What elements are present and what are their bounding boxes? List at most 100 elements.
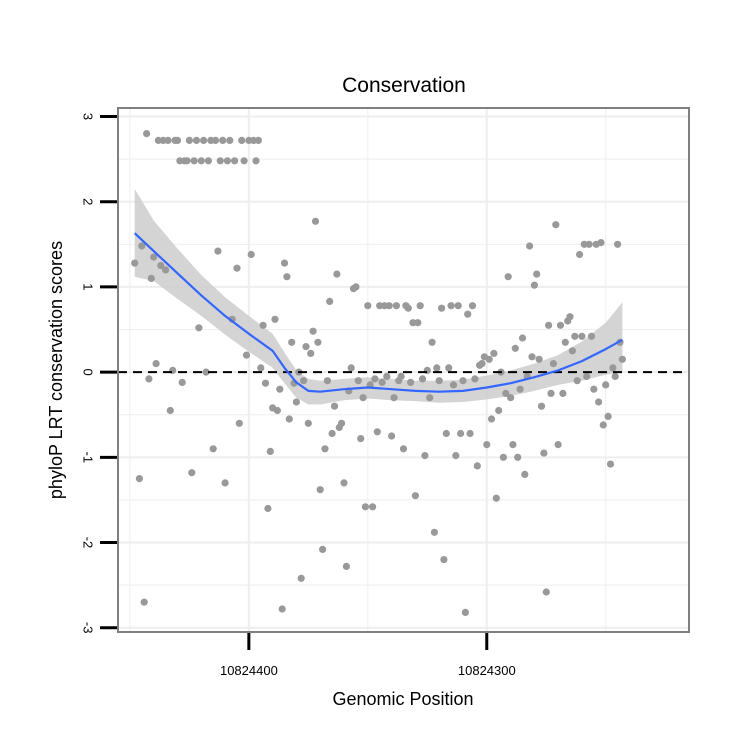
data-point xyxy=(283,273,291,281)
data-point xyxy=(509,441,517,449)
data-point xyxy=(302,343,310,351)
data-point xyxy=(466,429,474,438)
data-point xyxy=(609,364,617,372)
data-point xyxy=(204,157,212,165)
data-point xyxy=(404,304,412,312)
data-point xyxy=(319,545,327,554)
data-point xyxy=(254,136,262,144)
data-point xyxy=(459,377,467,385)
chart-title: Conservation xyxy=(342,74,466,97)
data-point xyxy=(140,598,148,606)
data-point xyxy=(552,221,560,229)
data-point xyxy=(516,385,524,393)
y-tick-label: 1 xyxy=(80,283,95,290)
data-point xyxy=(247,250,255,259)
data-point xyxy=(235,419,243,427)
data-point xyxy=(571,332,579,340)
y-tick-label: 0 xyxy=(80,368,95,375)
data-point xyxy=(414,319,422,327)
plot-layer: -3 -2 -1 0 1 2 3 10824400 10824300 xyxy=(80,107,690,678)
data-point xyxy=(428,338,436,346)
data-point xyxy=(164,136,172,144)
data-point xyxy=(530,281,539,289)
data-point xyxy=(438,304,446,312)
data-point xyxy=(347,364,355,372)
data-point xyxy=(507,394,515,402)
data-point xyxy=(340,479,348,487)
panel-border xyxy=(117,107,690,633)
data-point xyxy=(597,239,605,247)
data-point xyxy=(559,389,567,397)
data-point xyxy=(454,302,462,310)
data-point xyxy=(604,412,612,420)
data-point xyxy=(242,351,251,359)
data-point xyxy=(535,355,543,363)
data-point xyxy=(442,429,450,438)
data-point xyxy=(599,421,607,429)
confidence-band xyxy=(134,188,623,405)
data-point xyxy=(266,447,274,455)
data-point xyxy=(131,259,139,267)
data-point xyxy=(595,398,603,406)
data-point xyxy=(373,428,381,436)
data-point xyxy=(537,402,546,410)
data-point xyxy=(578,332,586,340)
data-point xyxy=(211,136,220,144)
x-tick-label: 10824300 xyxy=(458,663,516,678)
data-point xyxy=(411,492,419,500)
data-point xyxy=(473,462,481,470)
data-point xyxy=(407,378,415,386)
data-point xyxy=(576,250,584,259)
data-point xyxy=(445,364,453,372)
data-point xyxy=(321,445,329,453)
data-point xyxy=(426,394,434,402)
data-point xyxy=(264,504,272,513)
data-point xyxy=(314,338,322,346)
data-point xyxy=(545,321,553,329)
data-point xyxy=(280,259,289,267)
data-point xyxy=(259,321,267,329)
data-point xyxy=(590,385,598,393)
data-point xyxy=(361,503,369,511)
data-point xyxy=(418,375,427,383)
data-point xyxy=(276,385,284,393)
data-point xyxy=(542,588,550,596)
data-point xyxy=(300,377,308,385)
data-point xyxy=(416,302,424,310)
data-point xyxy=(202,368,210,376)
data-point xyxy=(388,432,396,440)
data-point xyxy=(333,270,341,278)
data-point xyxy=(504,273,512,281)
data-point xyxy=(326,297,334,305)
data-point xyxy=(330,402,339,410)
data-point xyxy=(342,562,350,571)
data-point xyxy=(547,389,555,397)
data-point xyxy=(231,157,239,165)
data-point xyxy=(556,321,565,329)
data-point xyxy=(252,157,260,165)
data-point xyxy=(271,315,279,323)
data-point xyxy=(452,452,460,460)
data-point xyxy=(157,262,165,270)
data-point xyxy=(221,479,229,487)
data-point xyxy=(490,349,498,357)
data-point xyxy=(233,264,241,272)
data-point xyxy=(354,377,362,385)
data-point xyxy=(323,377,331,385)
y-axis-label: phyloP LRT conservation scores xyxy=(46,241,66,499)
data-point xyxy=(328,429,336,438)
data-point xyxy=(378,378,386,386)
y-tick-label: -2 xyxy=(80,537,95,549)
data-point xyxy=(554,441,562,449)
x-tick-label: 10824400 xyxy=(220,663,278,678)
data-point xyxy=(518,334,527,342)
data-point xyxy=(183,157,191,165)
data-point xyxy=(492,494,500,502)
data-point xyxy=(549,360,558,368)
data-point xyxy=(190,157,198,165)
data-point xyxy=(583,372,591,380)
data-point xyxy=(397,372,405,380)
data-point xyxy=(285,415,293,423)
data-point xyxy=(468,302,477,310)
